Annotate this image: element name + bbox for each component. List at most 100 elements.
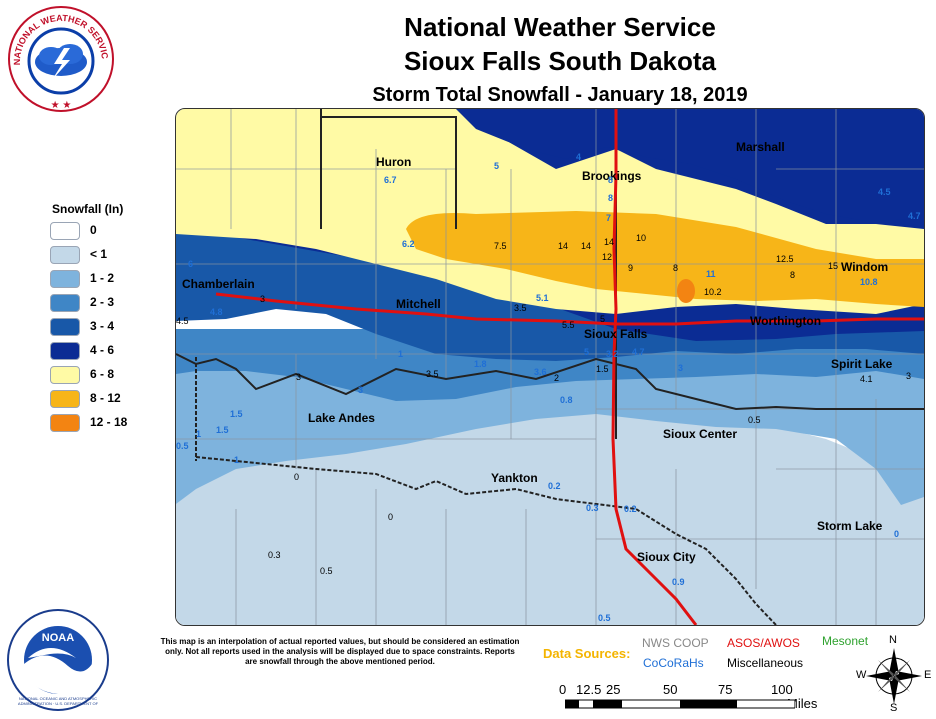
town-spirit-lake: Spirit Lake <box>831 357 893 371</box>
town-lake-andes: Lake Andes <box>308 411 375 425</box>
legend-item: 3 - 4 <box>50 318 190 336</box>
report-value: 0.2 <box>624 504 637 514</box>
report-value: 3.5 <box>514 303 527 313</box>
title-line-2: Sioux Falls South Dakota <box>403 46 717 76</box>
report-value: 3.5 <box>426 369 439 379</box>
legend-item: 0 <box>50 222 190 240</box>
report-value: 2 <box>554 373 560 383</box>
report-value: 4.7 <box>632 347 645 357</box>
legend-label: 12 - 18 <box>90 415 128 429</box>
source-cocorahs: CoCoRaHs <box>643 656 704 670</box>
legend-item: 6 - 8 <box>50 366 190 384</box>
town-windom: Windom <box>841 260 889 274</box>
town-yankton: Yankton <box>491 471 538 485</box>
scale-tick: 0 <box>559 682 567 697</box>
report-value: 1 <box>234 455 240 465</box>
report-value: 8 <box>673 263 679 273</box>
legend-item: 2 - 3 <box>50 294 190 312</box>
report-value: 4.8 <box>210 307 223 317</box>
legend-swatch <box>50 342 80 360</box>
report-value: 5.1 <box>536 293 549 303</box>
compass-s: S <box>890 702 898 714</box>
legend-label: 4 - 6 <box>90 343 115 357</box>
report-value: 0.5 <box>598 613 611 623</box>
report-value: 7 <box>606 213 612 223</box>
data-sources-label: Data Sources: <box>543 646 631 661</box>
report-value: 0.8 <box>560 395 573 405</box>
report-value: 0 <box>294 472 300 482</box>
report-value: 0.3 <box>268 550 281 560</box>
legend-swatch <box>50 270 80 288</box>
town-sioux-center: Sioux Center <box>663 427 738 441</box>
report-value: 3 <box>260 294 266 304</box>
town-chamberlain: Chamberlain <box>182 277 255 291</box>
scale-tick: 50 <box>663 682 678 697</box>
report-value: 3 <box>678 363 684 373</box>
report-value: 15 <box>828 261 839 271</box>
legend-swatch <box>50 222 80 240</box>
legend-swatch <box>50 318 80 336</box>
legend-label: 8 - 12 <box>90 391 121 405</box>
report-value: 0.5 <box>320 566 333 576</box>
report-value: 8 <box>790 270 796 280</box>
report-value: 1.5 <box>230 409 243 419</box>
report-value: 7.5 <box>494 241 507 251</box>
report-value: 3 <box>358 385 364 395</box>
town-brookings: Brookings <box>582 169 642 183</box>
report-value: 0 <box>894 529 900 539</box>
legend-item: < 1 <box>50 246 190 264</box>
report-value: 1 <box>398 349 404 359</box>
report-value: 0.3 <box>586 503 599 513</box>
noaa-logo: NOAA NATIONAL OCEANIC AND ATMOSPHERIC AD… <box>6 608 110 712</box>
compass-w: W <box>856 669 867 681</box>
report-value: 1.5 <box>596 364 609 374</box>
report-value: 6 <box>188 259 194 269</box>
report-value: 10.2 <box>704 287 722 297</box>
report-value: 8 <box>608 175 614 185</box>
report-value: 0.5 <box>748 415 761 425</box>
scale-tick: 12.5 <box>576 682 602 697</box>
report-value: 4.7 <box>908 211 921 221</box>
report-value: 9 <box>628 263 634 273</box>
svg-text:★ ★: ★ ★ <box>51 100 72 111</box>
legend-label: 2 - 3 <box>90 295 115 309</box>
compass-rose: N S W E <box>856 634 932 714</box>
report-value: 12 <box>602 252 613 262</box>
legend-swatch <box>50 414 80 432</box>
report-value: 4.5 <box>176 316 189 326</box>
report-value: 3.6 <box>534 367 547 377</box>
town-mitchell: Mitchell <box>396 297 441 311</box>
legend-label: 3 - 4 <box>90 319 115 333</box>
legend-swatch <box>50 390 80 408</box>
snowfall-map-svg <box>176 109 924 625</box>
report-value: 5 <box>494 161 500 171</box>
noaa-logo-text: NOAA <box>41 632 75 644</box>
noaa-logo-ring-text: NATIONAL OCEANIC AND ATMOSPHERIC ADMINIS… <box>17 696 99 706</box>
report-value: 4 <box>576 152 582 162</box>
legend-swatch <box>50 246 80 264</box>
scale-tick: 100 <box>771 682 793 697</box>
legend-title: Snowfall (In) <box>52 202 124 216</box>
report-value: 0 <box>388 512 394 522</box>
report-value: 6.2 <box>402 239 415 249</box>
scale-tick: 25 <box>606 682 621 697</box>
town-sioux-falls: Sioux Falls <box>584 327 648 341</box>
report-value: 5 <box>600 314 606 324</box>
legend-item: 1 - 2 <box>50 270 190 288</box>
legend-label: 0 <box>90 223 97 237</box>
report-value: 14 <box>558 241 569 251</box>
source-mesonet: Mesonet <box>822 634 869 648</box>
town-huron: Huron <box>376 155 412 169</box>
report-value: 3.2 <box>606 349 619 359</box>
title-line-1: National Weather Service <box>404 12 716 42</box>
legend-item: 4 - 6 <box>50 342 190 360</box>
source-asos: ASOS/AWOS <box>727 636 800 650</box>
compass-n: N <box>889 634 897 646</box>
source-misc: Miscellaneous <box>727 656 804 670</box>
town-storm-lake: Storm Lake <box>817 519 883 533</box>
report-value: 12.5 <box>776 254 794 264</box>
legend-swatch <box>50 294 80 312</box>
report-value: 0.2 <box>548 481 561 491</box>
map-title: Storm Total Snowfall - January 18, 2019 <box>372 84 748 106</box>
scale-tick: 75 <box>718 682 733 697</box>
